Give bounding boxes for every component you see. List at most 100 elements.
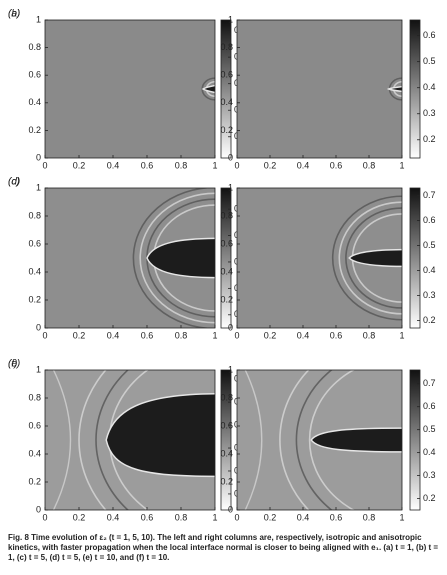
x-tick-label: 0 [42,330,47,340]
x-tick-label: 0.8 [175,512,188,522]
y-tick-label: 0 [36,322,41,332]
colorbar [220,187,232,329]
x-tick-label: 0.4 [107,330,120,340]
x-tick-label: 0 [42,160,47,170]
x-tick-label: 0.4 [297,330,310,340]
x-tick-label: 0.8 [363,160,376,170]
y-tick-label: 1 [228,14,233,24]
field [237,370,402,510]
x-tick-label: 0.2 [264,160,277,170]
x-tick-label: 0 [234,512,239,522]
colorbar-tick-label: 0.7 [423,378,436,388]
wave-ring [139,192,215,324]
x-tick-label: 0.4 [107,160,120,170]
colorbar [220,19,232,159]
y-tick-label: 0.6 [28,70,41,80]
x-tick-label: 0.4 [297,160,310,170]
colorbar-tick-label: 0.2 [423,134,436,144]
y-tick-label: 0 [228,152,233,162]
panel-label: (c) [8,177,20,188]
x-tick-label: 0 [234,330,239,340]
colorbar [409,187,421,329]
y-tick-label: 1 [36,182,41,192]
y-tick-label: 0.8 [28,42,41,52]
x-tick-label: 0.6 [330,512,343,522]
y-tick-label: 0.4 [28,448,41,458]
colorbar-tick-label: 0.5 [423,56,436,66]
y-tick-label: 0.6 [28,238,41,248]
x-tick-label: 0.6 [330,160,343,170]
field [237,20,402,158]
y-tick-label: 0.6 [220,70,233,80]
colorbar-tick-label: 0.5 [423,424,436,434]
y-tick-label: 0.8 [220,42,233,52]
wave-ring [132,188,215,328]
plot-frame [236,187,403,329]
y-tick-label: 0 [36,504,41,514]
x-tick-label: 0.8 [175,160,188,170]
x-tick-label: 0.2 [73,512,86,522]
y-tick-label: 1 [36,14,41,24]
wave-ring [308,370,356,510]
y-tick-label: 1 [36,364,41,374]
y-tick-label: 0.6 [220,420,233,430]
y-tick-label: 0.2 [28,476,41,486]
y-tick-label: 0.2 [28,294,41,304]
colorbar [220,369,232,511]
dark-region [310,427,402,453]
colorbar-tick-label: 0.4 [423,82,436,92]
x-tick-label: 0 [42,512,47,522]
colorbar-tick-label: 0.4 [423,447,436,457]
y-tick-label: 0.2 [220,476,233,486]
plot-frame [44,19,216,159]
panel-label: (b) [8,9,20,20]
x-tick-label: 0.2 [73,160,86,170]
wave-ring [279,370,310,510]
y-tick-label: 0.6 [28,420,41,430]
x-tick-label: 0.6 [330,330,343,340]
x-tick-label: 0 [234,160,239,170]
x-tick-label: 0.8 [363,330,376,340]
y-tick-label: 0.4 [220,266,233,276]
plot-frame [236,19,403,159]
x-tick-label: 1 [212,160,217,170]
colorbar-tick-label: 0.5 [423,240,436,250]
wave-ring [331,195,402,321]
y-tick-label: 0 [36,152,41,162]
wave-diag [244,370,263,510]
x-tick-label: 0.2 [73,330,86,340]
y-tick-label: 0.2 [28,125,41,135]
colorbar-tick-label: 0.3 [423,290,436,300]
colorbar-tick-label: 0.2 [423,493,436,503]
panel-label: (a) [8,9,20,20]
x-tick-label: 0.2 [264,512,277,522]
field [45,370,215,510]
colorbar-tick-label: 0.2 [423,315,436,325]
y-tick-label: 0.4 [28,97,41,107]
dark-region [105,393,215,478]
dark-region [386,85,402,93]
x-tick-label: 0.6 [141,160,154,170]
y-tick-label: 0.4 [220,97,233,107]
x-tick-label: 1 [399,160,404,170]
colorbar-tick-label: 0.6 [423,30,436,40]
plot-frame [44,369,216,511]
x-tick-label: 0.6 [141,512,154,522]
field [45,20,215,158]
x-tick-label: 0.8 [363,512,376,522]
field [45,188,215,328]
y-tick-label: 0.8 [220,210,233,220]
y-tick-label: 0.2 [220,294,233,304]
x-tick-label: 1 [212,512,217,522]
colorbar [409,369,421,511]
field [237,188,402,328]
colorbar [409,19,421,159]
colorbar-tick-label: 0.3 [423,470,436,480]
y-tick-label: 0.2 [220,125,233,135]
x-tick-label: 0.4 [297,512,310,522]
colorbar-tick-label: 0.3 [423,108,436,118]
colorbar-tick-label: 0.6 [423,215,436,225]
dark-region [348,248,402,268]
colorbar-tick-label: 0.6 [423,401,436,411]
